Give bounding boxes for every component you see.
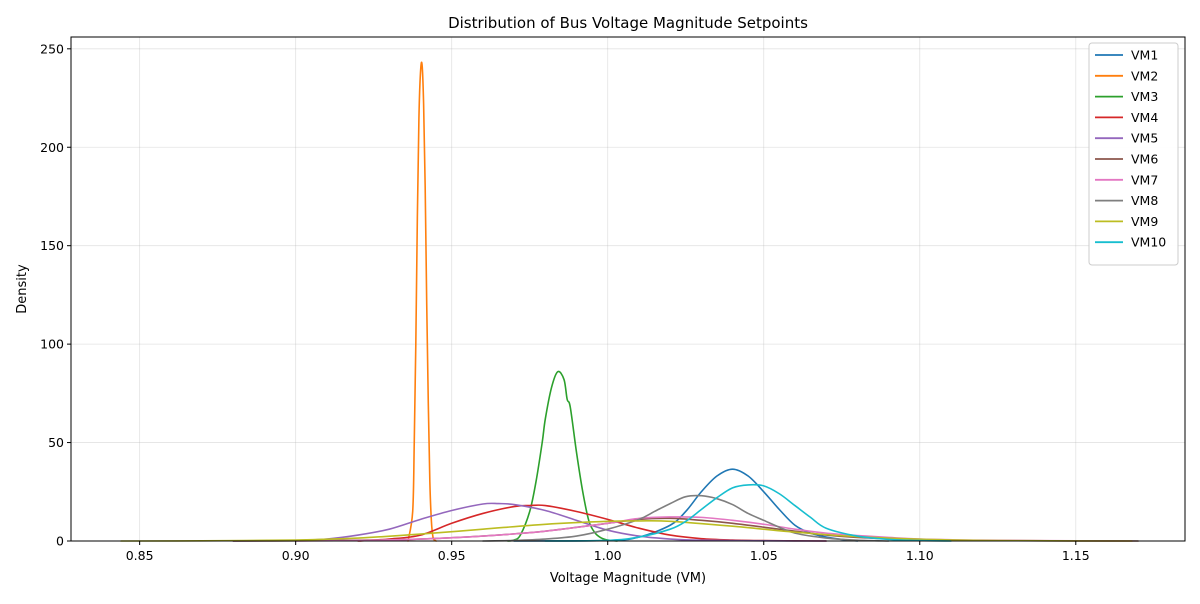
series-line-vm5 [232, 502, 827, 542]
series-line-vm7 [294, 516, 1133, 542]
legend-label-vm6: VM6 [1131, 152, 1158, 167]
legend-box [1088, 42, 1179, 266]
legend: VM1 VM2 VM3 VM4 VM5 VM6 VM7 VM8 VM9 VM10 [1088, 42, 1179, 266]
y-tick-label: 150 [40, 238, 64, 253]
plot-area-frame [70, 36, 1186, 542]
legend-label-vm2: VM2 [1131, 68, 1158, 83]
ticks-layer: 0.85 0.90 0.95 1.00 1.05 1.10 1.15 0 50 100 150 200… [40, 41, 1090, 563]
y-tick-label: 50 [48, 435, 64, 450]
legend-label-vm5: VM5 [1131, 131, 1158, 146]
series-line-vm2 [407, 61, 437, 542]
legend-label-vm7: VM7 [1131, 172, 1158, 187]
series-line-vm8 [482, 494, 890, 542]
legend-label-vm10: VM10 [1131, 235, 1166, 250]
x-tick-label: 0.90 [282, 548, 310, 563]
x-tick-label: 1.15 [1062, 548, 1090, 563]
y-tick-label: 100 [40, 337, 64, 352]
y-axis-title: Density [15, 264, 30, 314]
x-tick-label: 1.10 [906, 548, 934, 563]
legend-label-vm9: VM9 [1131, 214, 1158, 229]
x-tick-label: 0.85 [126, 548, 154, 563]
x-axis-title: Voltage Magnitude (VM) [550, 571, 706, 586]
y-tick-label: 0 [56, 534, 64, 549]
series-line-vm9 [120, 519, 1133, 542]
x-tick-label: 1.00 [594, 548, 622, 563]
y-tick-label: 250 [40, 41, 64, 56]
series-line-vm10 [544, 483, 952, 542]
x-tick-label: 0.95 [438, 548, 466, 563]
chart-title: Distribution of Bus Voltage Magnitude Se… [448, 14, 808, 32]
legend-label-vm3: VM3 [1131, 89, 1158, 104]
grid-layer [71, 37, 1185, 542]
legend-label-vm8: VM8 [1131, 193, 1158, 208]
legend-label-vm4: VM4 [1131, 110, 1158, 125]
series-layer [120, 61, 1139, 542]
x-tick-label: 1.05 [750, 548, 778, 563]
y-tick-label: 200 [40, 140, 64, 155]
series-line-vm1 [513, 468, 859, 542]
legend-label-vm1: VM1 [1131, 48, 1158, 63]
